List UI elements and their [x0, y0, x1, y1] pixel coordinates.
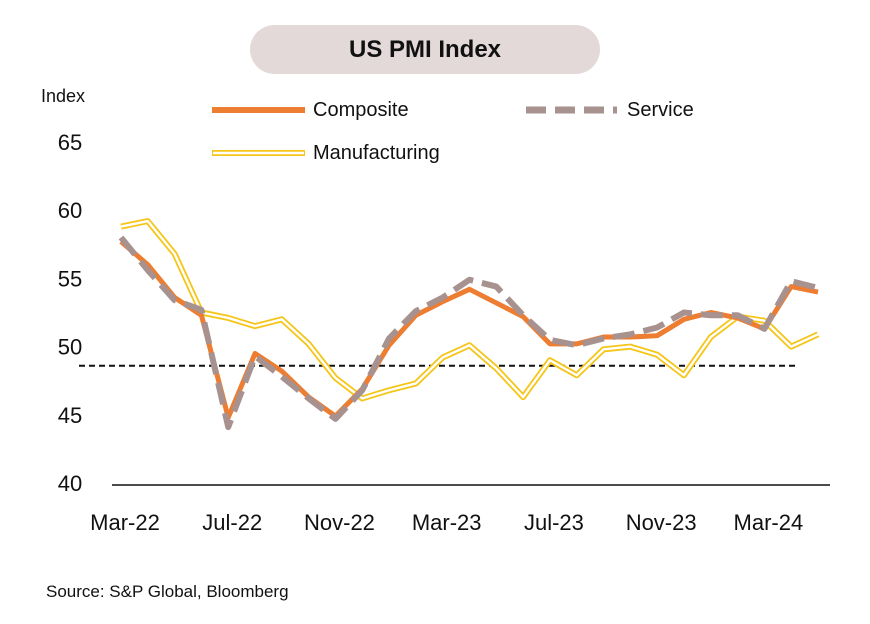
point-service [735, 313, 739, 317]
point-manufacturing [414, 381, 418, 385]
y-tick-label: 45 [58, 403, 82, 428]
point-service [709, 313, 713, 317]
legend-label-composite: Composite [313, 99, 409, 121]
x-tick-label: Mar-22 [90, 510, 160, 535]
y-tick-label: 40 [58, 471, 82, 496]
point-service [789, 279, 793, 283]
point-service [682, 310, 686, 314]
point-composite [467, 287, 471, 291]
point-service [440, 295, 444, 299]
point-service [199, 308, 203, 312]
point-service [467, 278, 471, 282]
point-service [280, 374, 284, 378]
point-manufacturing [494, 366, 498, 370]
chart-title: US PMI Index [348, 35, 502, 63]
source-note: Source: S&P Global, Bloomberg [46, 582, 289, 601]
point-composite [548, 342, 552, 346]
point-manufacturing [119, 224, 123, 228]
point-service [360, 388, 364, 392]
point-service [172, 298, 176, 302]
y-axis-label: Index [41, 86, 85, 106]
y-tick-label: 55 [58, 266, 82, 291]
legend-label-service: Service [627, 99, 694, 121]
point-manufacturing [682, 373, 686, 377]
point-manufacturing [146, 219, 150, 223]
point-composite [280, 369, 284, 373]
series-composite [119, 239, 819, 421]
point-manufacturing [601, 347, 605, 351]
point-manufacturing [521, 395, 525, 399]
point-service [575, 343, 579, 347]
point-service [628, 332, 632, 336]
axis-layer: Index 40 45 50 55 60 65 Mar-22 Jul-22 Nov-22 Mar-2… [41, 86, 830, 535]
point-service [333, 417, 337, 421]
point-manufacturing [253, 324, 257, 328]
point-service [521, 313, 525, 317]
point-manufacturing [816, 332, 820, 336]
point-manufacturing [709, 335, 713, 339]
x-tick-label: Nov-23 [626, 510, 697, 535]
point-manufacturing [548, 358, 552, 362]
point-manufacturing [440, 355, 444, 359]
point-service [548, 338, 552, 342]
point-manufacturing [172, 252, 176, 256]
x-tick-label: Nov-22 [304, 510, 375, 535]
point-service [387, 336, 391, 340]
point-manufacturing [280, 317, 284, 321]
x-tick-label: Jul-23 [524, 510, 584, 535]
y-tick-label: 60 [58, 198, 82, 223]
y-tick-label: 50 [58, 335, 82, 360]
point-manufacturing [575, 373, 579, 377]
point-service [306, 396, 310, 400]
x-tick-label: Mar-23 [412, 510, 482, 535]
point-service [762, 327, 766, 331]
point-manufacturing [306, 342, 310, 346]
point-manufacturing [360, 396, 364, 400]
point-service [494, 284, 498, 288]
series-manufacturing-outer [120, 218, 820, 402]
point-service [226, 425, 230, 429]
point-composite [816, 290, 820, 294]
point-manufacturing [628, 344, 632, 348]
point-manufacturing [387, 388, 391, 392]
point-composite [655, 333, 659, 337]
point-manufacturing [226, 316, 230, 320]
series-service [118, 235, 819, 431]
chart-title-pill: US PMI Index [250, 25, 600, 74]
point-composite [682, 317, 686, 321]
point-service [601, 336, 605, 340]
point-service [253, 354, 257, 358]
x-tick-label: Jul-22 [202, 510, 262, 535]
point-manufacturing [467, 343, 471, 347]
point-manufacturing [333, 376, 337, 380]
point-service [414, 309, 418, 313]
point-service [119, 235, 123, 239]
point-service [146, 268, 150, 272]
point-manufacturing [789, 344, 793, 348]
legend: Composite Service Manufacturing [212, 99, 694, 164]
pmi-line-chart: Index 40 45 50 55 60 65 Mar-22 Jul-22 Nov-22 Mar-2… [41, 86, 830, 535]
legend-label-manufacturing: Manufacturing [313, 142, 440, 164]
point-manufacturing [655, 353, 659, 357]
x-tick-label: Mar-24 [734, 510, 804, 535]
point-service [816, 286, 820, 290]
point-composite [494, 301, 498, 305]
series-layer [118, 218, 820, 431]
y-tick-label: 65 [58, 130, 82, 155]
series-manufacturing-inner [120, 219, 819, 400]
point-service [655, 325, 659, 329]
